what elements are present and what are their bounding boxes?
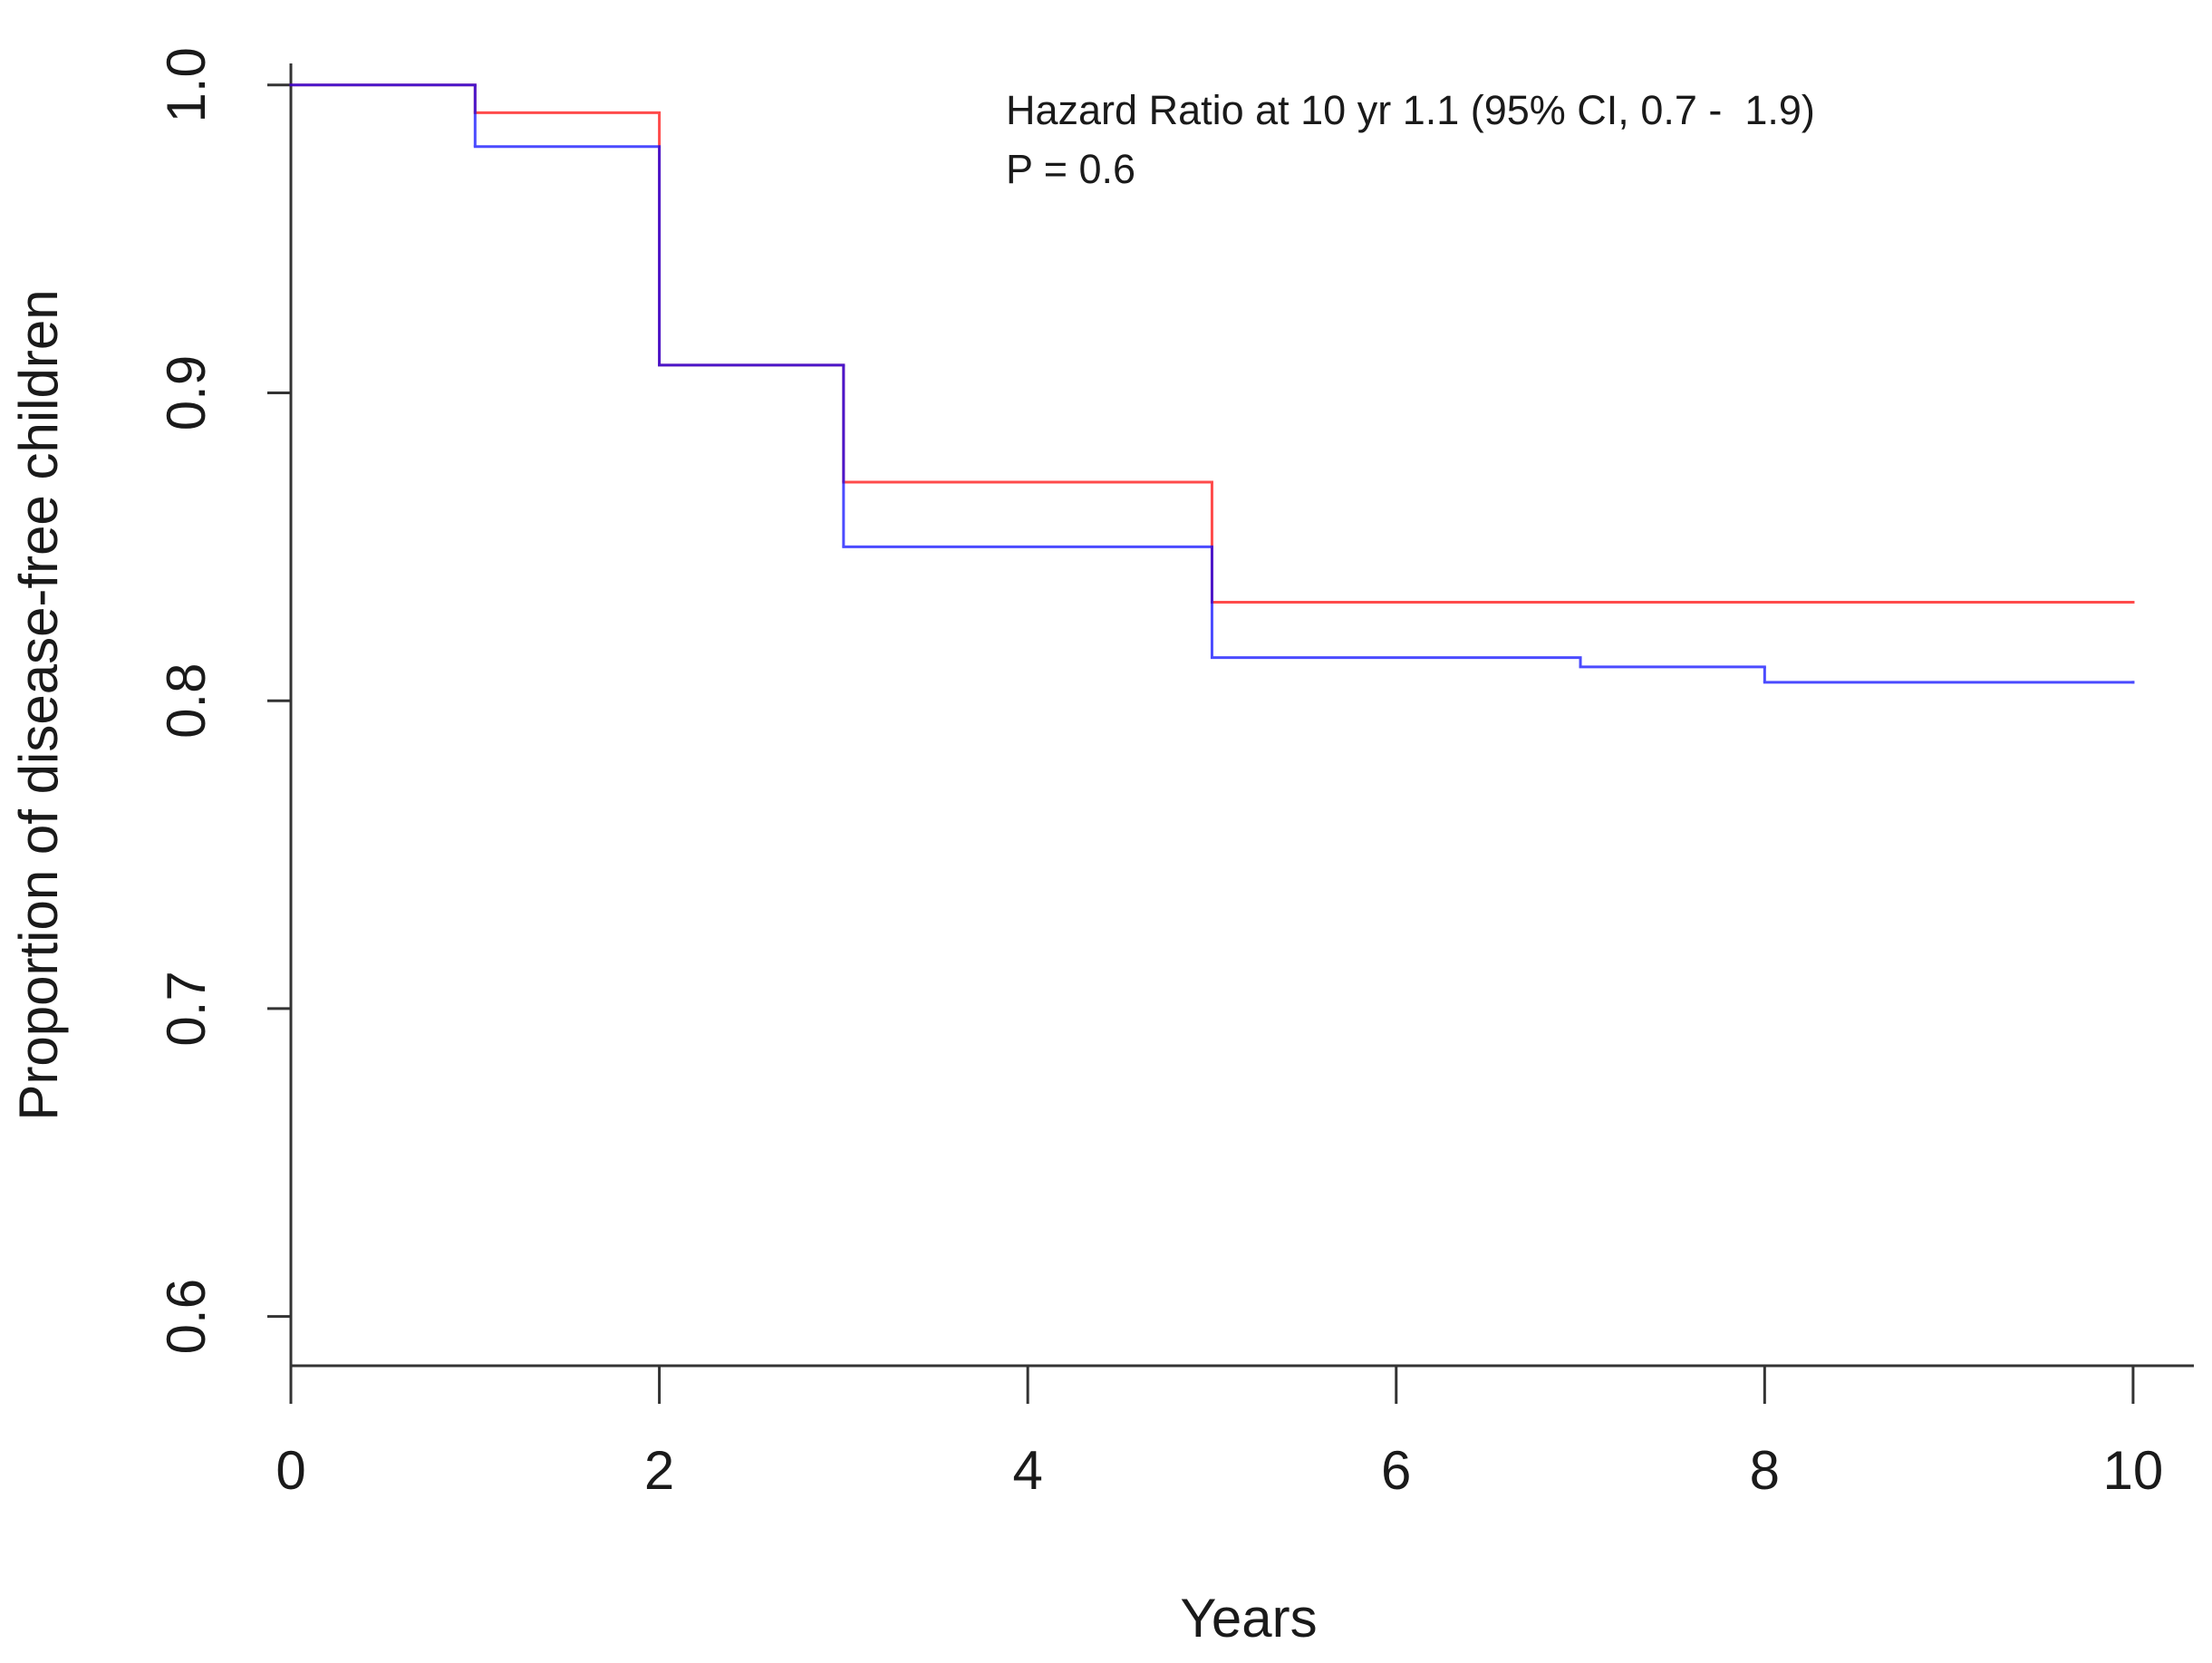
y-tick-label: 1.0: [156, 47, 217, 122]
annotation: P = 0.6: [1006, 146, 1135, 192]
survival-curve: [289, 83, 2135, 604]
y-tick-label: 0.8: [156, 663, 217, 739]
survival-curve: [289, 83, 2135, 684]
x-tick-label: 4: [1012, 1440, 1042, 1501]
x-axis-title: Years: [1180, 1588, 1317, 1648]
y-tick-label: 0.6: [156, 1279, 217, 1354]
y-axis-title: Proportion of disease-free children: [8, 289, 69, 1120]
annotation: Hazard Ratio at 10 yr 1.1 (95% CI, 0.7 -…: [1006, 87, 1815, 133]
x-tick-label: 0: [275, 1440, 305, 1501]
x-tick-label: 8: [1750, 1440, 1780, 1501]
y-tick-label: 0.9: [156, 355, 217, 430]
x-tick-label: 10: [2103, 1440, 2164, 1501]
x-tick-label: 6: [1381, 1440, 1411, 1501]
x-tick-label: 2: [644, 1440, 674, 1501]
y-tick-label: 0.7: [156, 971, 217, 1046]
